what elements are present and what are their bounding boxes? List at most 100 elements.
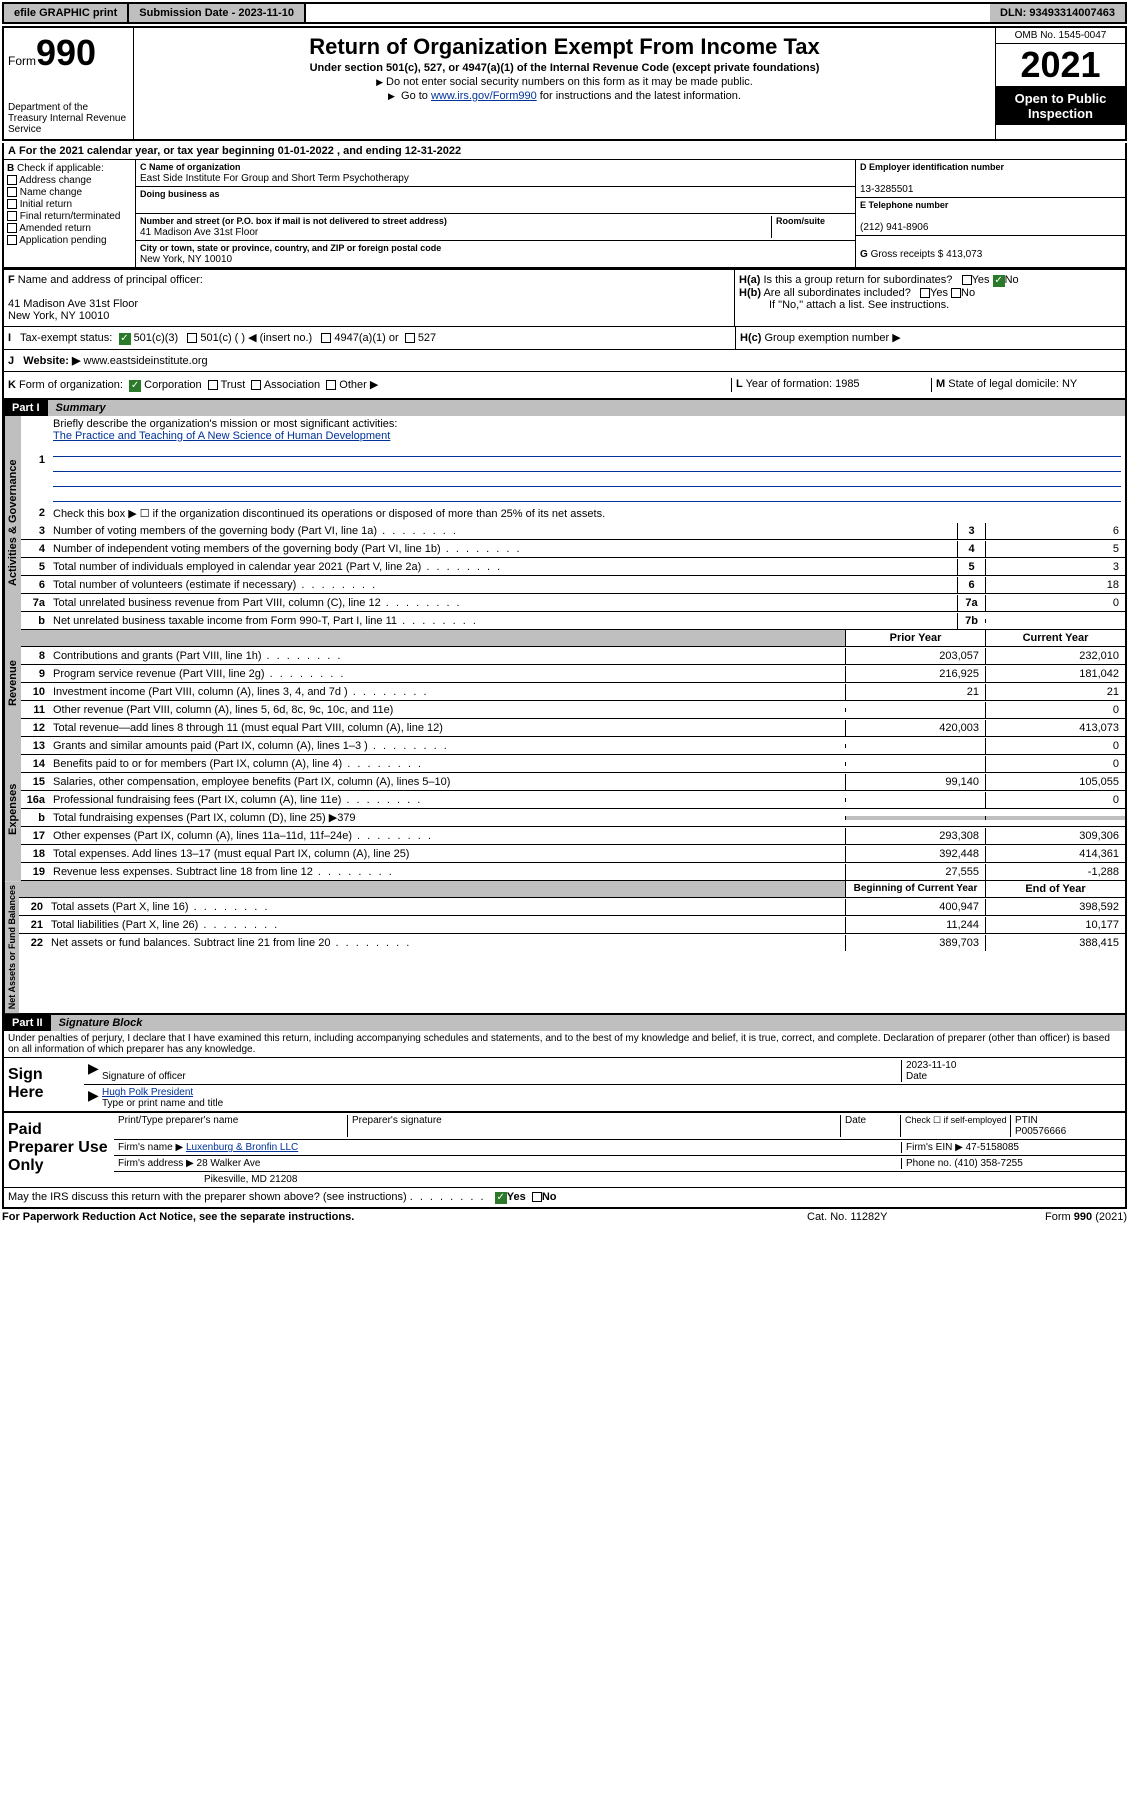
l13-cy: 0	[985, 738, 1125, 754]
firm-phone: (410) 358-7255	[954, 1158, 1022, 1169]
website-link[interactable]: www.eastsideinstitute.org	[84, 355, 208, 367]
sig-line-1: ▶ Signature of officer 2023-11-10Date	[84, 1058, 1125, 1085]
l2-n: 2	[21, 505, 49, 521]
prep-line-4: Pikesville, MD 21208	[114, 1172, 1125, 1187]
line-12: 12 Total revenue—add lines 8 through 11 …	[21, 719, 1125, 737]
subdate-label: Submission Date -	[139, 7, 238, 19]
opt-final-return: Final return/terminated	[20, 211, 121, 222]
section-fh: F Name and address of principal officer:…	[2, 269, 1127, 326]
open-inspection: Open to Public Inspection	[996, 87, 1125, 125]
firm-addr1: 28 Walker Ave	[197, 1158, 261, 1169]
section-ij: I Tax-exempt status: ✓ 501(c)(3) 501(c) …	[2, 326, 1127, 371]
ha-text: Is this a group return for subordinates?	[763, 274, 952, 286]
self-emp-label: Check ☐ if self-employed	[905, 1115, 1007, 1125]
l15-n: 15	[21, 774, 49, 790]
l6-val: 18	[985, 577, 1125, 593]
opt-name-change: Name change	[20, 187, 82, 198]
l5-box: 5	[957, 559, 985, 575]
h-c: H(c) Group exemption number ▶	[735, 327, 1125, 349]
section-h: H(a) Is this a group return for subordin…	[735, 270, 1125, 326]
i-527: 527	[418, 332, 436, 344]
l12-py: 420,003	[845, 720, 985, 736]
l14-d: Benefits paid to or for members (Part IX…	[49, 756, 845, 772]
officer-name[interactable]: Hugh Polk President	[102, 1087, 193, 1098]
room-label: Room/suite	[776, 216, 825, 226]
hb-text: Are all subordinates included?	[763, 287, 910, 299]
l16b-py	[845, 816, 985, 820]
l20-n: 20	[19, 899, 47, 915]
form-990: 990	[36, 32, 96, 73]
section-j: J Website: ▶ www.eastsideinstitute.org	[4, 350, 1125, 371]
sig-officer-label: Signature of officer	[102, 1071, 186, 1082]
tax-year: 2021	[996, 44, 1125, 87]
l16b-d: Total fundraising expenses (Part IX, col…	[49, 809, 845, 826]
chk-app-pending[interactable]: Application pending	[7, 235, 132, 246]
l6-d: Total number of volunteers (estimate if …	[49, 577, 957, 593]
i-501c3: 501(c)(3)	[134, 332, 179, 344]
org-name-row: C Name of organization East Side Institu…	[136, 160, 855, 187]
ha-answer: No	[1005, 274, 1019, 286]
note-link: Go to www.irs.gov/Form990 for instructio…	[138, 90, 991, 102]
mission-link[interactable]: The Practice and Teaching of A New Scien…	[53, 430, 390, 442]
section-f: F Name and address of principal officer:…	[4, 270, 735, 326]
sign-here-label: Sign Here	[4, 1058, 84, 1111]
name-label: Name of organization	[149, 162, 241, 172]
section-a: A For the 2021 calendar year, or tax yea…	[2, 143, 1127, 160]
l15-d: Salaries, other compensation, employee b…	[49, 774, 845, 790]
l1-d: Briefly describe the organization's miss…	[49, 416, 1125, 504]
l7b-d: Net unrelated business taxable income fr…	[49, 613, 957, 629]
section-k: K Form of organization: ✓ Corporation Tr…	[8, 378, 731, 392]
section-l: L Year of formation: 1985	[731, 378, 931, 392]
efile-button[interactable]: efile GRAPHIC print	[4, 4, 129, 22]
l16a-n: 16a	[21, 792, 49, 808]
part-ii-title: Signature Block	[51, 1015, 1125, 1031]
phone-row: E Telephone number (212) 941-8906	[856, 198, 1125, 236]
chk-initial-return[interactable]: Initial return	[7, 199, 132, 210]
form-header: Form990 Department of the Treasury Inter…	[2, 26, 1127, 141]
l17-cy: 309,306	[985, 828, 1125, 844]
street-value: 41 Madison Ave 31st Floor	[140, 227, 258, 238]
l16a-cy: 0	[985, 792, 1125, 808]
chk-name-change[interactable]: Name change	[7, 187, 132, 198]
l11-n: 11	[21, 702, 49, 718]
l13-py	[845, 744, 985, 748]
city-value: New York, NY 10010	[140, 254, 232, 265]
opt-initial-return: Initial return	[20, 199, 72, 210]
opt-app-pending: Application pending	[19, 235, 106, 246]
tab-net-assets: Net Assets or Fund Balances	[4, 881, 19, 1013]
part-i-num: Part I	[4, 400, 48, 416]
l3-val: 6	[985, 523, 1125, 539]
header-right: OMB No. 1545-0047 2021 Open to Public In…	[995, 28, 1125, 139]
identity-section: B Check if applicable: Address change Na…	[2, 160, 1127, 269]
l16b-cy	[985, 816, 1125, 820]
l14-py	[845, 762, 985, 766]
part-ii: Part II Signature Block Under penalties …	[2, 1015, 1127, 1209]
firm-name[interactable]: Luxenburg & Bronfin LLC	[186, 1142, 298, 1153]
paid-preparer-block: Paid Preparer Use Only Print/Type prepar…	[4, 1111, 1125, 1187]
chk-final-return[interactable]: Final return/terminated	[7, 211, 132, 222]
hdr-current-year: Current Year	[985, 630, 1125, 646]
chk-501c3: ✓	[119, 333, 131, 345]
k-other: Other ▶	[339, 379, 378, 391]
footer-right: Form 990 (2021)	[967, 1211, 1127, 1223]
l17-n: 17	[21, 828, 49, 844]
l22-n: 22	[19, 935, 47, 951]
h-a: H(a) Is this a group return for subordin…	[739, 274, 1121, 287]
m-label: State of legal domicile:	[948, 378, 1062, 390]
l21-py: 11,244	[845, 917, 985, 933]
l10-cy: 21	[985, 684, 1125, 700]
l7a-n: 7a	[21, 595, 49, 611]
chk-address-change[interactable]: Address change	[7, 175, 132, 186]
city-row: City or town, state or province, country…	[136, 241, 855, 267]
l1-desc: Briefly describe the organization's miss…	[53, 418, 397, 430]
firm-name-label: Firm's name ▶	[118, 1142, 186, 1153]
l11-cy: 0	[985, 702, 1125, 718]
irs-link[interactable]: www.irs.gov/Form990	[431, 90, 537, 102]
subdate-value: 2023-11-10	[238, 7, 294, 19]
line-19: 19 Revenue less expenses. Subtract line …	[21, 863, 1125, 881]
l5-n: 5	[21, 559, 49, 575]
chk-amended[interactable]: Amended return	[7, 223, 132, 234]
paid-preparer-label: Paid Preparer Use Only	[4, 1113, 114, 1187]
k-assoc: Association	[264, 379, 320, 391]
section-c: C Name of organization East Side Institu…	[136, 160, 855, 267]
